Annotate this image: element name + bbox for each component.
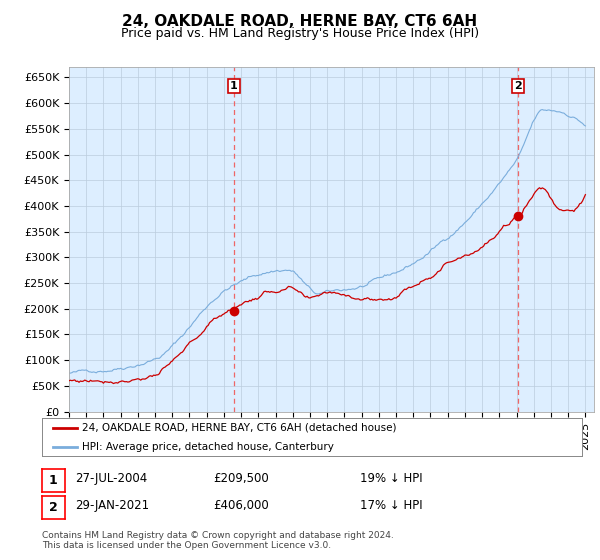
Text: 19% ↓ HPI: 19% ↓ HPI [360, 472, 422, 485]
Text: 2: 2 [514, 81, 522, 91]
Text: 2: 2 [49, 501, 58, 514]
Text: £406,000: £406,000 [213, 498, 269, 512]
Text: Price paid vs. HM Land Registry's House Price Index (HPI): Price paid vs. HM Land Registry's House … [121, 27, 479, 40]
Text: Contains HM Land Registry data © Crown copyright and database right 2024.
This d: Contains HM Land Registry data © Crown c… [42, 530, 394, 550]
Text: 1: 1 [49, 474, 58, 487]
Text: HPI: Average price, detached house, Canterbury: HPI: Average price, detached house, Cant… [83, 442, 334, 452]
Text: 1: 1 [230, 81, 238, 91]
Text: 17% ↓ HPI: 17% ↓ HPI [360, 498, 422, 512]
Text: 24, OAKDALE ROAD, HERNE BAY, CT6 6AH (detached house): 24, OAKDALE ROAD, HERNE BAY, CT6 6AH (de… [83, 423, 397, 433]
Text: 29-JAN-2021: 29-JAN-2021 [75, 498, 149, 512]
Text: 24, OAKDALE ROAD, HERNE BAY, CT6 6AH: 24, OAKDALE ROAD, HERNE BAY, CT6 6AH [122, 14, 478, 29]
Text: £209,500: £209,500 [213, 472, 269, 485]
Text: 27-JUL-2004: 27-JUL-2004 [75, 472, 147, 485]
